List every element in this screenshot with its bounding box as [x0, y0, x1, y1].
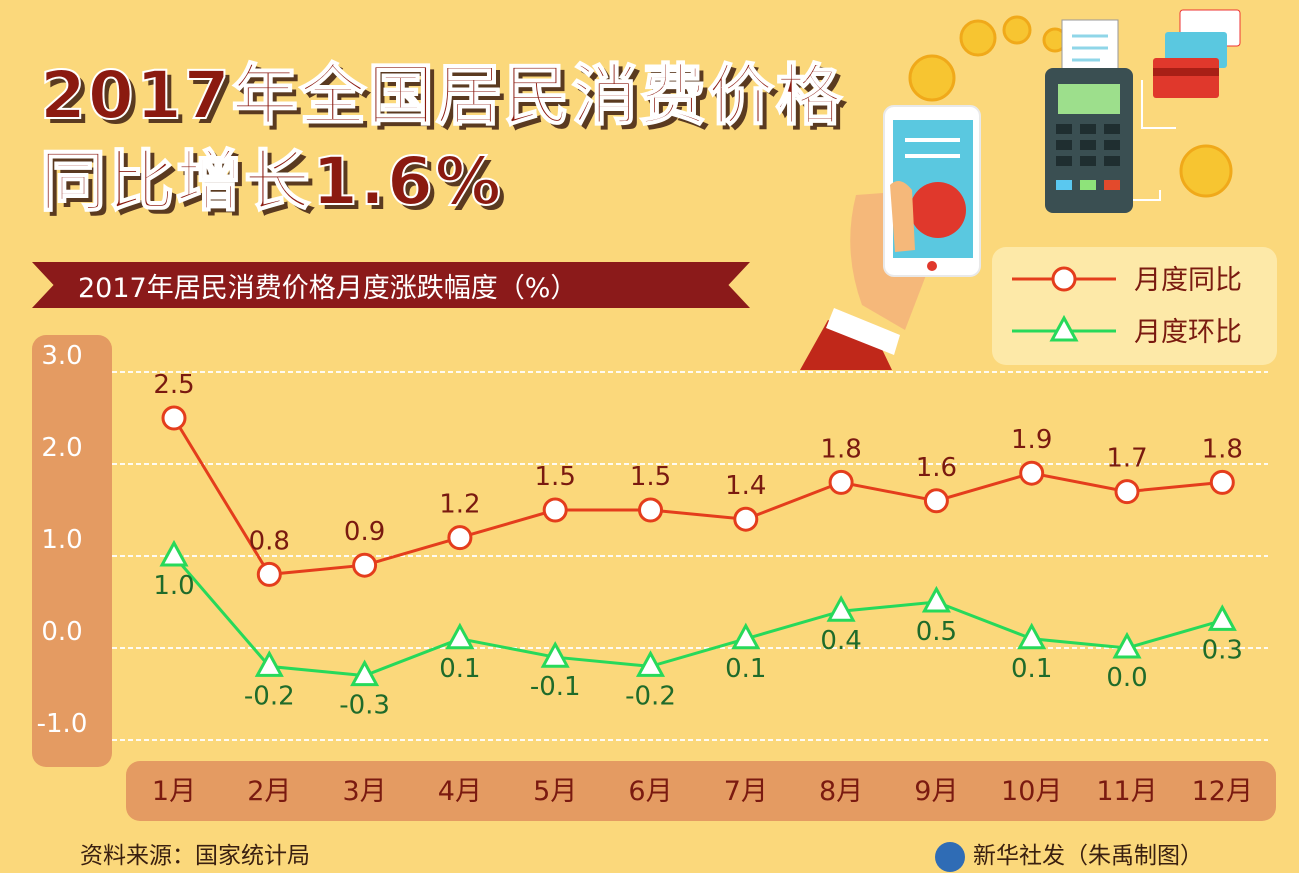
- title-line-1: 2017年全国居民消费价格: [39, 56, 844, 135]
- data-label: 0.1: [439, 654, 480, 684]
- pos-terminal-icon: [1045, 19, 1133, 213]
- data-point-triangle: [540, 641, 570, 668]
- data-label: 0.5: [916, 617, 957, 647]
- data-label: 0.3: [1202, 635, 1243, 665]
- coin-icon: [908, 15, 1233, 198]
- data-labels: 2.5 0.8 0.9 1.2 1.5 1.5 1.4 1.8 1.6 1.9 1.7 1.8 1.0 -…: [153, 370, 1243, 721]
- data-label: 1.8: [1202, 434, 1243, 464]
- series-line-1: [172, 555, 1223, 678]
- series-lines: [172, 417, 1223, 678]
- data-point-circle: [447, 525, 473, 551]
- y-tick-label: 1.0: [41, 525, 82, 555]
- data-label: 0.9: [344, 517, 385, 547]
- data-label: 2.5: [153, 370, 194, 400]
- legend: 月度同比 月度环比: [1012, 265, 1242, 348]
- chart-title-ribbon: [32, 262, 750, 308]
- data-point-triangle: [1112, 631, 1142, 659]
- data-point-circle: [1114, 479, 1140, 505]
- data-label: 0.4: [820, 626, 861, 656]
- data-label: -0.2: [244, 681, 295, 711]
- title-line-2: 同比增长1.6%: [39, 142, 504, 221]
- x-tick-label: 6月: [628, 776, 672, 807]
- y-tick-label: 3.0: [41, 341, 82, 371]
- data-point-circle: [161, 405, 187, 431]
- x-tick-label: 9月: [914, 776, 958, 807]
- x-tick-label: 4月: [438, 776, 482, 807]
- data-label: 1.5: [630, 462, 671, 492]
- x-tick-label: 10月: [1001, 776, 1062, 807]
- xinhua-logo-icon: [935, 841, 965, 872]
- x-tick-label: 11月: [1096, 776, 1157, 807]
- x-tick-label: 1月: [152, 776, 196, 807]
- data-point-triangle: [921, 585, 951, 613]
- data-point-circle: [923, 488, 949, 514]
- grid-lines: [112, 371, 1268, 741]
- data-point-circle: [1209, 469, 1235, 495]
- x-tick-labels: 1月 2月 3月 4月 5月 6月 7月 8月 9月 10月 11月 12月: [152, 776, 1253, 807]
- data-label: 1.8: [820, 434, 861, 464]
- source-note: 资料来源：国家统计局: [80, 843, 310, 869]
- y-tick-label: -1.0: [37, 709, 88, 739]
- data-point-circle: [828, 469, 854, 495]
- y-tick-label: 2.0: [41, 433, 82, 463]
- data-point-triangle: [1017, 622, 1047, 650]
- x-axis-band: [126, 761, 1276, 821]
- series-line-0: [172, 417, 1223, 576]
- data-point-circle: [733, 506, 759, 532]
- data-point-circle: [1019, 460, 1045, 486]
- smartphone-hand-icon: [800, 105, 981, 370]
- legend-triangle-icon: [1049, 314, 1079, 342]
- data-point-triangle: [635, 650, 666, 677]
- data-point-triangle: [254, 650, 284, 677]
- x-tick-label: 5月: [533, 776, 577, 807]
- data-label: -0.1: [530, 672, 581, 702]
- data-point-triangle: [826, 595, 856, 622]
- x-tick-label: 8月: [819, 776, 863, 807]
- credit: 新华社发（朱禹制图）: [935, 836, 1203, 872]
- x-tick-label: 12月: [1192, 776, 1253, 807]
- y-tick-label: 0.0: [41, 617, 82, 647]
- legend-box: [992, 247, 1277, 365]
- data-point-circle: [352, 552, 378, 578]
- x-tick-label: 2月: [247, 776, 291, 807]
- x-tick-label: 7月: [724, 776, 768, 807]
- credit-card-icon: [1133, 9, 1241, 201]
- chart-title: 2017年居民消费价格月度涨跌幅度（%）: [78, 273, 578, 304]
- data-label: 1.7: [1106, 444, 1147, 474]
- data-point-circle: [256, 561, 282, 587]
- legend-label-yoy: 月度同比: [1134, 265, 1242, 296]
- data-label: 0.1: [1011, 654, 1052, 684]
- data-label: 1.4: [725, 471, 766, 501]
- data-label: 0.1: [725, 654, 766, 684]
- data-point-circle: [638, 497, 663, 523]
- legend-label-mom: 月度环比: [1134, 317, 1242, 348]
- x-tick-label: 3月: [343, 776, 387, 807]
- data-label: 1.0: [153, 571, 194, 601]
- data-point-triangle: [1207, 604, 1237, 631]
- data-point-triangle: [159, 539, 189, 567]
- data-label: -0.2: [625, 681, 676, 711]
- credit-text: 新华社发（朱禹制图）: [973, 843, 1203, 869]
- data-label: -0.3: [339, 691, 390, 721]
- y-axis-band: [32, 335, 112, 767]
- data-label: 1.2: [439, 490, 480, 520]
- data-point-triangle: [731, 622, 761, 650]
- series-marks: [159, 405, 1237, 687]
- data-point-triangle: [445, 622, 475, 650]
- data-label: 1.5: [535, 462, 576, 492]
- data-point-circle: [542, 497, 568, 523]
- data-label: 0.8: [249, 526, 290, 556]
- data-label: 0.0: [1106, 663, 1147, 693]
- data-point-triangle: [350, 659, 380, 687]
- y-tick-labels: 3.0 2.0 1.0 0.0 -1.0: [37, 341, 88, 739]
- data-label: 1.9: [1011, 425, 1052, 455]
- payment-illustration: [800, 9, 1241, 370]
- legend-circle-icon: [1051, 266, 1077, 292]
- data-label: 1.6: [916, 453, 957, 483]
